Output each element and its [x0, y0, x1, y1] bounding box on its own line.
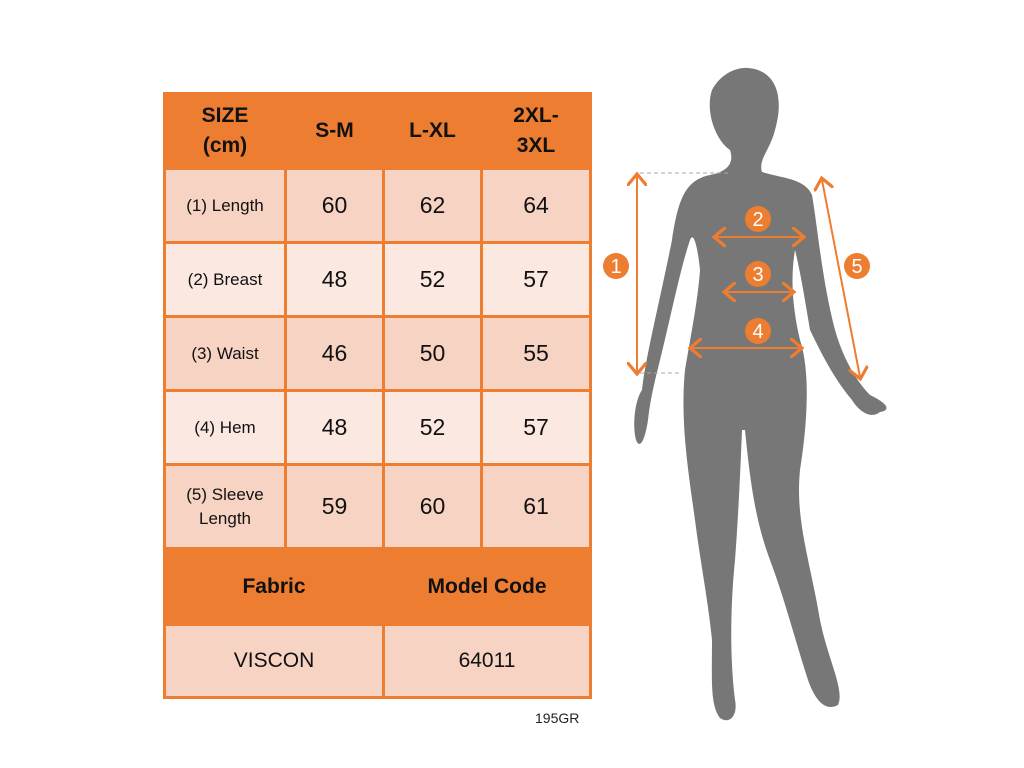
silhouette-icon [634, 67, 887, 721]
model-code-value: 64011 [382, 623, 592, 699]
table-row: (5) Sleeve Length 59 60 61 [163, 463, 592, 550]
product-code: 195GR [535, 710, 580, 726]
header-l-xl: L-XL [382, 92, 483, 170]
table-row: (4) Hem 48 52 57 [163, 389, 592, 466]
sleeve-arrow [822, 180, 860, 377]
cell: 57 [480, 389, 592, 466]
cell: 60 [382, 463, 483, 550]
fabric-value-row: VISCON 64011 [163, 623, 592, 699]
model-code-label: Model Code [382, 547, 592, 626]
cell: 59 [284, 463, 385, 550]
fabric-value: VISCON [163, 623, 385, 699]
cell: 46 [284, 315, 385, 392]
header-s-m: S-M [284, 92, 385, 170]
cell: 50 [382, 315, 483, 392]
cell: 48 [284, 241, 385, 318]
cell: 62 [382, 167, 483, 244]
marker-5: 5 [851, 256, 862, 278]
row-label: (5) Sleeve Length [163, 463, 287, 550]
cell: 57 [480, 241, 592, 318]
table-row: (3) Waist 46 50 55 [163, 315, 592, 392]
cell: 64 [480, 167, 592, 244]
cell: 48 [284, 389, 385, 466]
body-silhouette-figure: 1 2 3 4 5 [603, 67, 887, 721]
marker-3: 3 [752, 264, 763, 286]
header-size: SIZE (cm) [163, 92, 287, 170]
row-label: (4) Hem [163, 389, 287, 466]
cell: 55 [480, 315, 592, 392]
size-chart-table: SIZE (cm) S-M L-XL 2XL- 3XL (1) Length 6… [163, 92, 592, 699]
header-row: SIZE (cm) S-M L-XL 2XL- 3XL [163, 92, 592, 170]
marker-4: 4 [752, 321, 763, 343]
cell: 52 [382, 241, 483, 318]
marker-1: 1 [610, 256, 621, 278]
cell: 61 [480, 463, 592, 550]
table-row: (2) Breast 48 52 57 [163, 241, 592, 318]
row-label: (3) Waist [163, 315, 287, 392]
fabric-header-row: Fabric Model Code [163, 547, 592, 626]
table-row: (1) Length 60 62 64 [163, 167, 592, 244]
header-2xl-3xl: 2XL- 3XL [480, 92, 592, 170]
row-label: (1) Length [163, 167, 287, 244]
row-label: (2) Breast [163, 241, 287, 318]
cell: 60 [284, 167, 385, 244]
fabric-label: Fabric [163, 547, 385, 626]
cell: 52 [382, 389, 483, 466]
marker-2: 2 [752, 209, 763, 231]
